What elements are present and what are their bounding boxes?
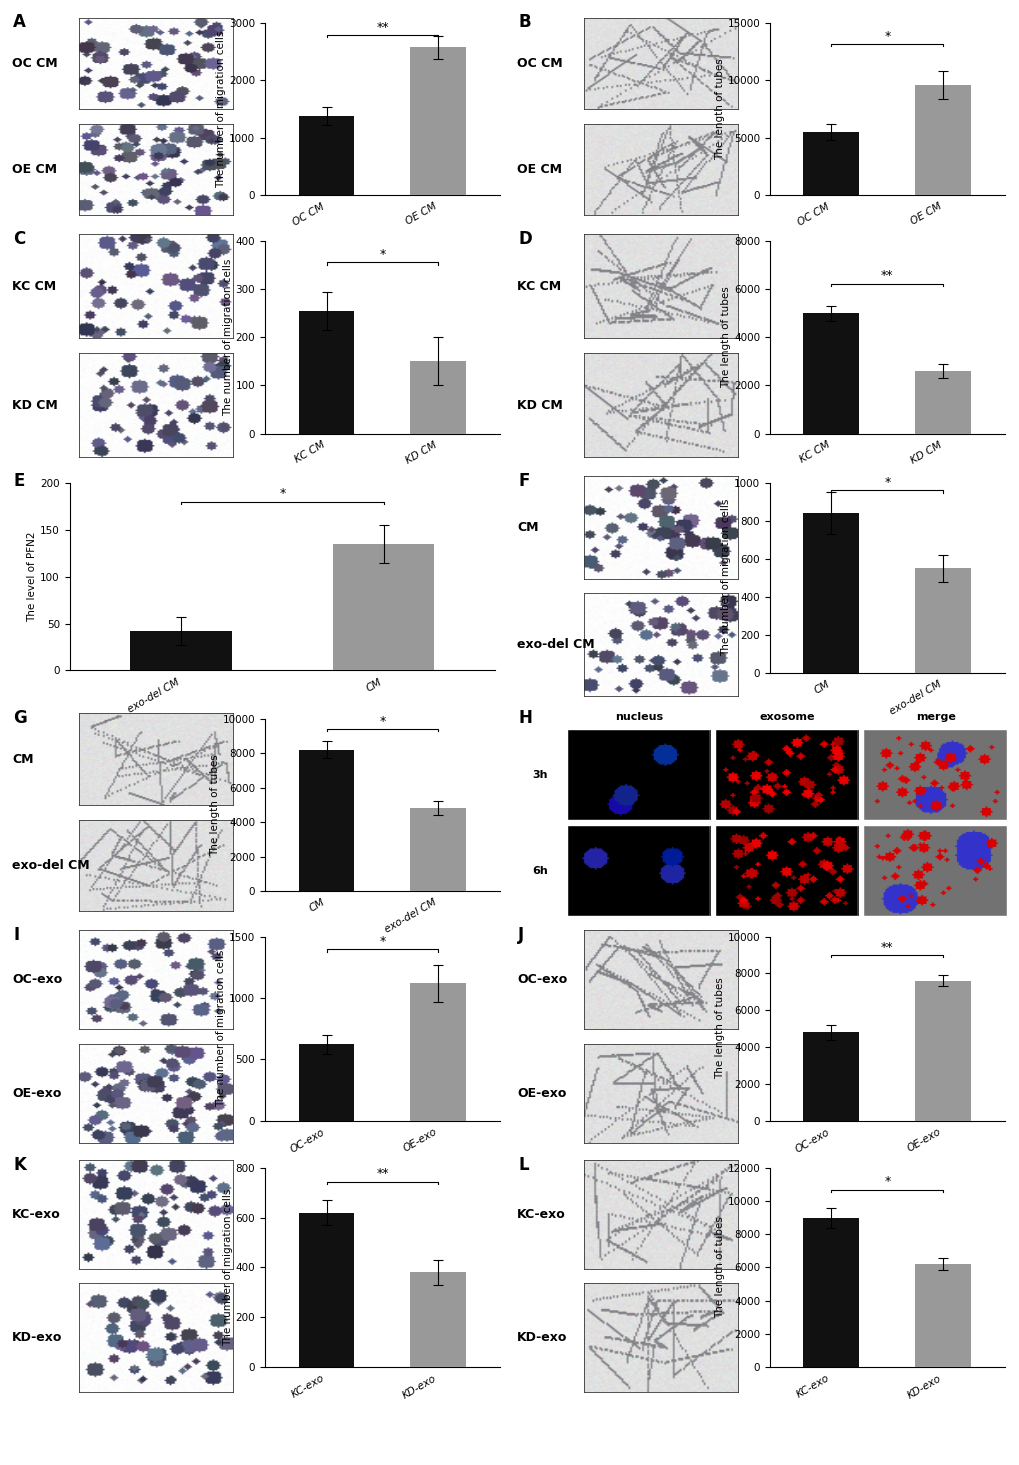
Text: exo-del CM: exo-del CM — [517, 639, 594, 650]
Y-axis label: The number of migration cells: The number of migration cells — [222, 259, 232, 416]
Text: **: ** — [376, 21, 388, 34]
Y-axis label: The length of tubes: The length of tubes — [720, 287, 731, 388]
Y-axis label: The level of PFN2: The level of PFN2 — [28, 532, 38, 621]
Bar — [299, 750, 355, 891]
Text: KD CM: KD CM — [517, 398, 562, 412]
Text: KC-exo: KC-exo — [517, 1209, 566, 1220]
Bar — [803, 513, 859, 672]
Text: KC CM: KC CM — [517, 280, 560, 293]
Bar — [914, 371, 970, 434]
Bar — [914, 980, 970, 1121]
Bar — [410, 362, 466, 434]
Y-axis label: The number of migration cells: The number of migration cells — [720, 500, 731, 656]
Bar — [130, 631, 231, 671]
Text: G: G — [13, 709, 26, 727]
Text: **: ** — [880, 941, 893, 954]
Bar — [410, 809, 466, 891]
Text: OE-exo: OE-exo — [12, 1087, 61, 1100]
Text: CM: CM — [517, 522, 538, 533]
Text: F: F — [518, 472, 529, 489]
Text: OC-exo: OC-exo — [12, 973, 62, 986]
Text: KD-exo: KD-exo — [517, 1332, 567, 1343]
Text: merge: merge — [915, 712, 955, 722]
Text: *: * — [379, 248, 385, 261]
Y-axis label: The length of tubes: The length of tubes — [714, 977, 725, 1080]
Text: D: D — [518, 230, 531, 248]
Text: K: K — [13, 1156, 26, 1173]
Text: OC CM: OC CM — [12, 57, 58, 70]
Text: *: * — [883, 476, 890, 489]
Text: 3h: 3h — [532, 771, 547, 781]
Bar — [803, 1217, 859, 1367]
Y-axis label: The number of migration cells: The number of migration cells — [222, 1188, 232, 1346]
Text: KC CM: KC CM — [12, 280, 56, 293]
Y-axis label: The length of tubes: The length of tubes — [714, 59, 723, 160]
Bar — [803, 314, 859, 434]
Text: L: L — [518, 1156, 528, 1173]
Bar — [410, 47, 466, 195]
Text: *: * — [379, 715, 385, 728]
Y-axis label: The length of tubes: The length of tubes — [714, 1216, 723, 1319]
Text: *: * — [883, 1175, 890, 1188]
Text: *: * — [379, 935, 385, 948]
Text: H: H — [518, 709, 532, 727]
Text: exosome: exosome — [759, 712, 814, 722]
Bar — [803, 132, 859, 195]
Bar — [299, 1213, 355, 1367]
Text: I: I — [13, 926, 19, 943]
Y-axis label: The number of migration cells: The number of migration cells — [216, 949, 226, 1108]
Text: exo-del CM: exo-del CM — [12, 858, 90, 872]
Bar — [914, 1264, 970, 1367]
Text: **: ** — [376, 1168, 388, 1181]
Bar — [299, 1045, 355, 1121]
Bar — [332, 544, 434, 671]
Text: KD CM: KD CM — [12, 398, 58, 412]
Bar — [914, 85, 970, 195]
Text: OE-exo: OE-exo — [517, 1087, 566, 1100]
Text: B: B — [518, 13, 530, 31]
Text: *: * — [279, 488, 285, 501]
Text: J: J — [518, 926, 524, 943]
Text: *: * — [883, 29, 890, 42]
Text: OC-exo: OC-exo — [517, 973, 567, 986]
Text: C: C — [13, 230, 25, 248]
Text: **: ** — [880, 270, 893, 283]
Text: nucleus: nucleus — [614, 712, 662, 722]
Bar — [410, 1273, 466, 1367]
Bar — [299, 311, 355, 434]
Text: KC-exo: KC-exo — [12, 1209, 61, 1220]
Bar — [410, 983, 466, 1121]
Text: CM: CM — [12, 753, 34, 766]
Text: E: E — [13, 472, 24, 489]
Text: KD-exo: KD-exo — [12, 1332, 62, 1343]
Text: 6h: 6h — [532, 866, 547, 876]
Text: OE CM: OE CM — [517, 163, 561, 176]
Y-axis label: The length of tubes: The length of tubes — [210, 754, 220, 856]
Bar — [803, 1033, 859, 1121]
Text: OC CM: OC CM — [517, 57, 562, 70]
Bar — [299, 116, 355, 195]
Bar — [914, 568, 970, 672]
Text: OE CM: OE CM — [12, 163, 57, 176]
Y-axis label: The number of migration cells: The number of migration cells — [216, 31, 226, 188]
Text: A: A — [13, 13, 26, 31]
